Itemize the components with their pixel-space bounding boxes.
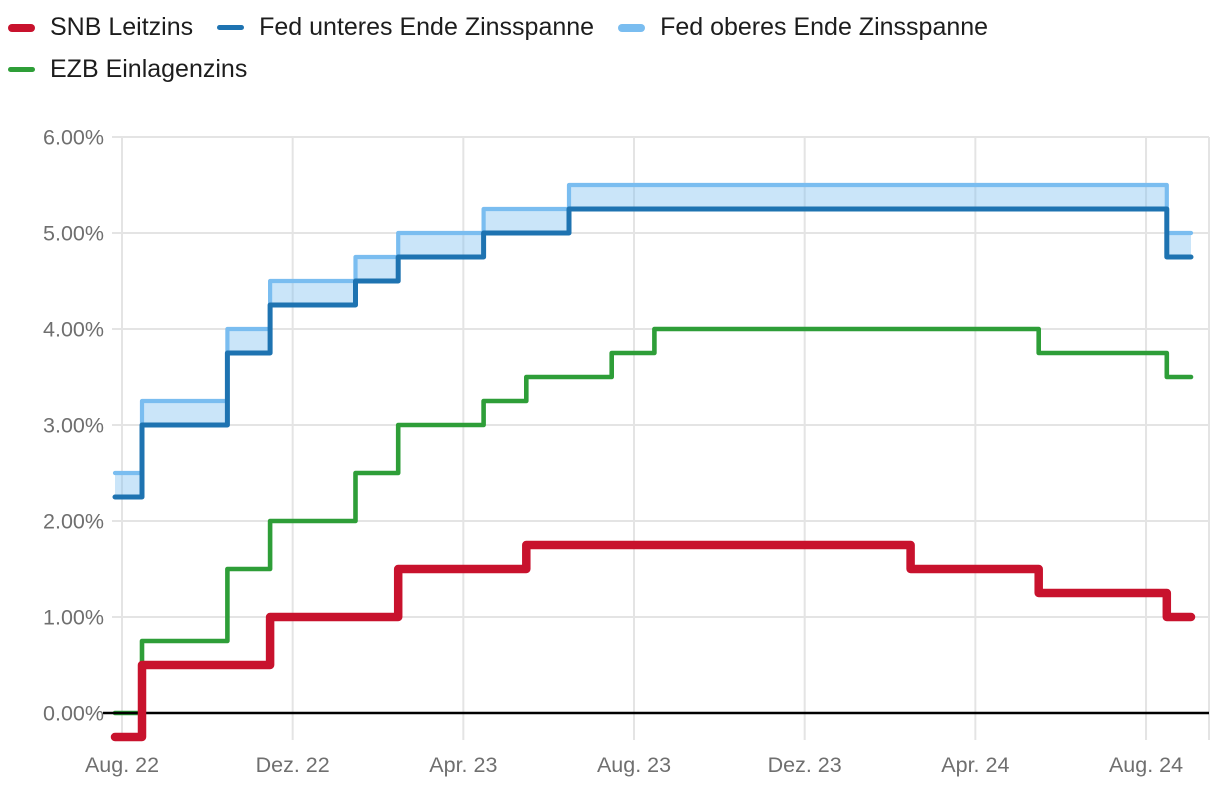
- x-axis-label: Aug. 24: [1109, 753, 1183, 777]
- legend-swatch-ezb: [8, 67, 35, 72]
- series-snb-leitzins: [110, 540, 1196, 742]
- legend-swatch-fed-unteres: [217, 25, 245, 30]
- chart-legend: SNB Leitzins Fed unteres Ende Zinsspanne…: [8, 13, 1214, 84]
- legend-item-fed-unteres: Fed unteres Ende Zinsspanne: [217, 13, 594, 42]
- y-axis-label: 6.00%: [43, 126, 104, 150]
- legend-item-ezb: EZB Einlagenzins: [8, 55, 247, 84]
- fed-range-band: [115, 185, 1191, 497]
- x-axis-label: Aug. 23: [597, 753, 671, 777]
- series-fed-unteres-ende-zinsspanne: [112, 206, 1194, 500]
- x-axis-label: Aug. 22: [85, 753, 159, 777]
- x-axis-label: Apr. 23: [429, 753, 497, 777]
- legend-item-fed-oberes: Fed oberes Ende Zinsspanne: [618, 13, 988, 42]
- legend-label-ezb: EZB Einlagenzins: [50, 55, 248, 83]
- x-axis-label: Apr. 24: [941, 753, 1009, 777]
- y-axis-label: 4.00%: [43, 318, 104, 342]
- y-axis-label: 0.00%: [43, 702, 104, 726]
- y-axis-label: 2.00%: [43, 510, 104, 534]
- y-axis-label: 1.00%: [43, 606, 104, 630]
- legend-label-fed-oberes: Fed oberes Ende Zinsspanne: [660, 13, 989, 41]
- y-axis-label: 3.00%: [43, 414, 104, 438]
- x-axis-label: Dez. 23: [768, 753, 842, 777]
- legend-swatch-fed-oberes: [618, 23, 646, 32]
- x-axis-label: Dez. 22: [256, 753, 330, 777]
- legend-label-fed-unteres: Fed unteres Ende Zinsspanne: [259, 13, 595, 41]
- legend-label-snb: SNB Leitzins: [50, 13, 194, 41]
- series-ezb-einlagenzins: [112, 326, 1194, 716]
- series-fed-oberes-ende-zinsspanne: [112, 182, 1194, 476]
- legend-item-snb-leitzins: SNB Leitzins: [8, 13, 193, 42]
- y-axis-label: 5.00%: [43, 222, 104, 246]
- legend-swatch-snb: [8, 23, 35, 32]
